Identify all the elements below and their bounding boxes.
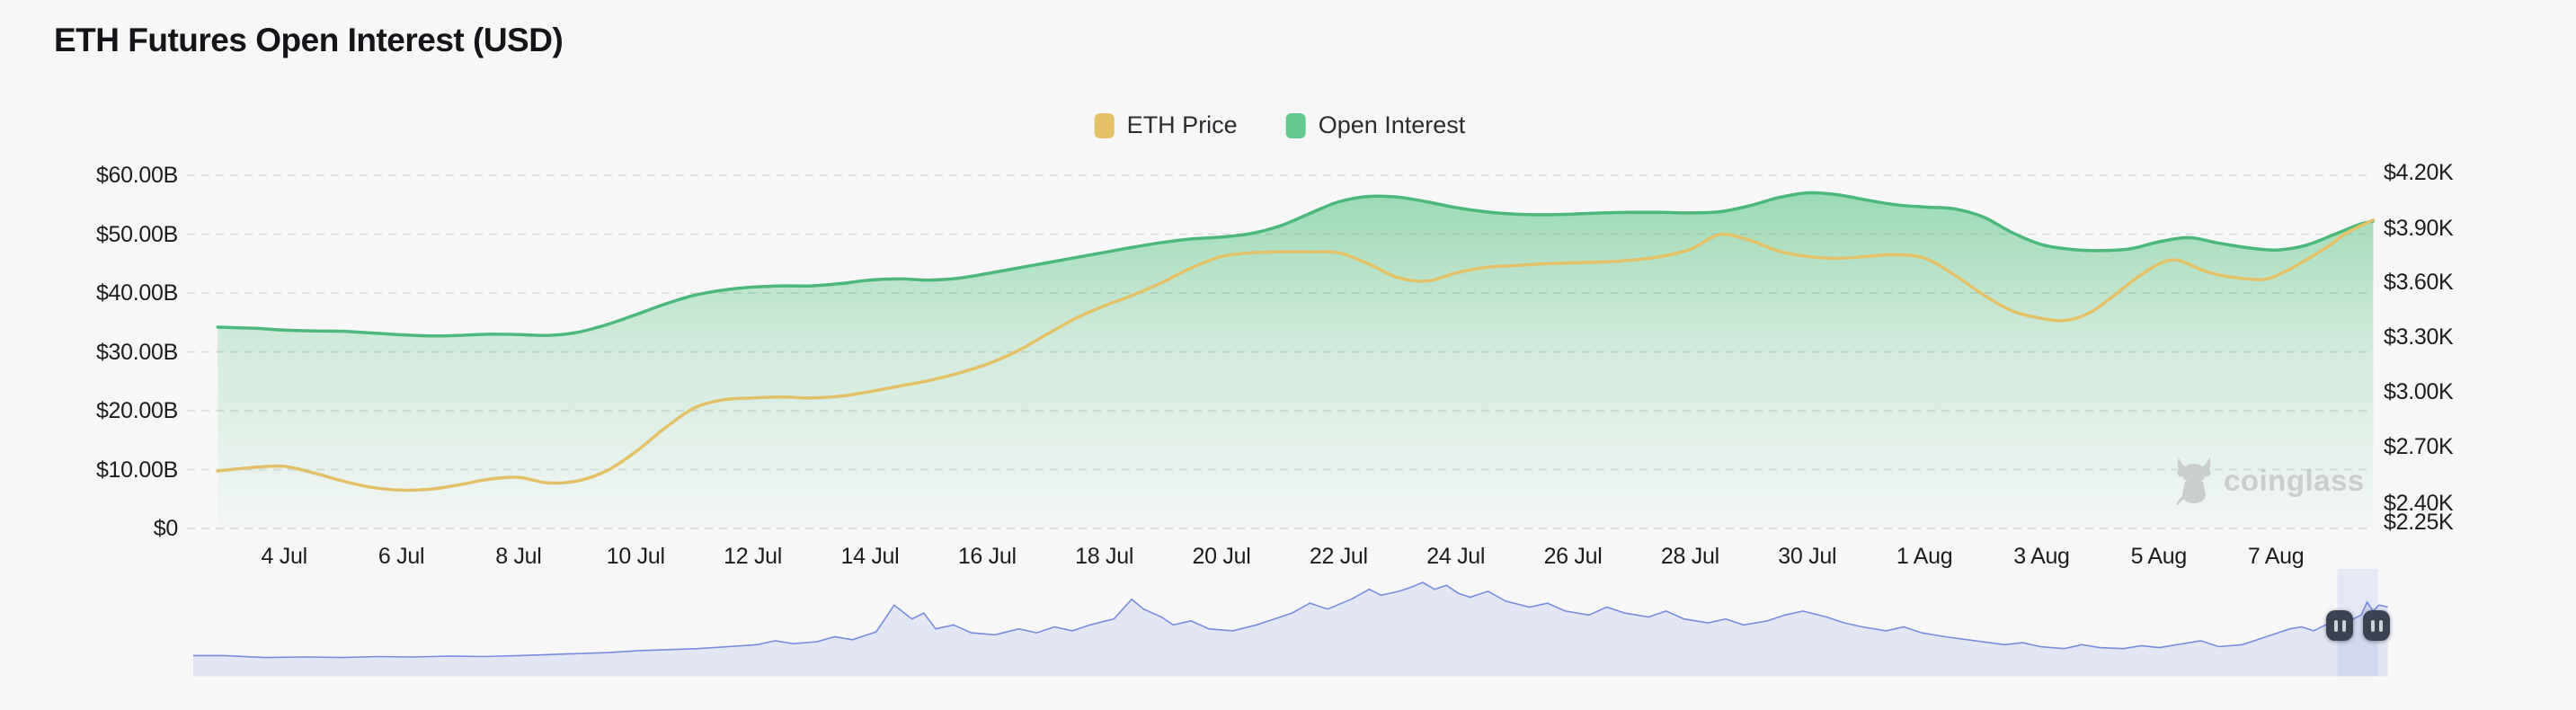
handle-grip-icon (2378, 619, 2383, 632)
left-axis-tick: $50.00B (95, 221, 178, 247)
x-axis-tick: 8 Jul (495, 544, 542, 569)
legend-swatch-icon (1285, 112, 1306, 138)
x-axis-tick: 6 Jul (378, 544, 425, 569)
left-axis-tick: $30.00B (95, 339, 178, 365)
right-axis-tick: $2.70K (2384, 434, 2454, 459)
navigator-left-handle[interactable] (2326, 610, 2353, 641)
navigator-right-handle[interactable] (2363, 610, 2390, 641)
right-axis-tick: $4.20K (2384, 160, 2454, 185)
legend-swatch-icon (1094, 112, 1115, 138)
x-axis-tick: 16 Jul (957, 544, 1017, 569)
x-axis-tick: 10 Jul (606, 544, 665, 569)
left-axis-tick: $40.00B (95, 280, 178, 306)
legend-label: Open Interest (1318, 111, 1466, 138)
x-axis-tick: 22 Jul (1309, 544, 1368, 569)
x-axis-tick: 24 Jul (1426, 544, 1486, 569)
eth-price-line (216, 218, 2376, 493)
handle-grip-icon (2341, 619, 2346, 632)
navigator-line (193, 581, 2388, 659)
x-axis-tick: 1 Aug (1896, 544, 1953, 569)
x-axis-tick: 28 Jul (1660, 544, 1719, 569)
chart-legend: ETH Price Open Interest (1094, 111, 1466, 139)
handle-grip-icon (2333, 619, 2338, 632)
x-axis-tick: 7 Aug (2247, 544, 2305, 569)
right-axis-tick: $3.60K (2384, 270, 2454, 295)
legend-item-eth-price[interactable]: ETH Price (1094, 111, 1238, 139)
x-axis-tick: 20 Jul (1192, 544, 1251, 569)
x-axis-tick: 3 Aug (2013, 544, 2070, 569)
open-interest-line (216, 191, 2376, 338)
right-axis-tick: $3.00K (2384, 379, 2454, 404)
right-axis-tick: $2.40K (2384, 491, 2454, 516)
left-axis-tick: $0 (153, 516, 179, 541)
left-axis-tick: $20.00B (95, 398, 178, 423)
open-interest-area (218, 192, 2374, 528)
x-axis-tick: 4 Jul (261, 544, 308, 569)
x-axis-tick: 26 Jul (1543, 544, 1603, 569)
left-axis-tick: $60.00B (95, 163, 178, 188)
left-axis-tick: $10.00B (95, 457, 178, 483)
right-axis-tick: $3.90K (2384, 216, 2454, 241)
right-axis-tick: $2.25K (2384, 510, 2454, 535)
x-axis-tick: 5 Aug (2130, 544, 2188, 569)
legend-item-open-interest[interactable]: Open Interest (1285, 111, 1466, 139)
x-axis-tick: 14 Jul (840, 544, 900, 569)
navigator-area[interactable] (193, 582, 2388, 677)
x-axis-tick: 12 Jul (724, 544, 783, 569)
right-axis-tick: $3.30K (2384, 324, 2454, 350)
handle-grip-icon (2370, 619, 2375, 632)
page-title: ETH Futures Open Interest (USD) (54, 22, 564, 58)
legend-label: ETH Price (1126, 111, 1238, 138)
x-axis-tick: 18 Jul (1075, 544, 1134, 569)
x-axis-tick: 30 Jul (1778, 544, 1837, 569)
